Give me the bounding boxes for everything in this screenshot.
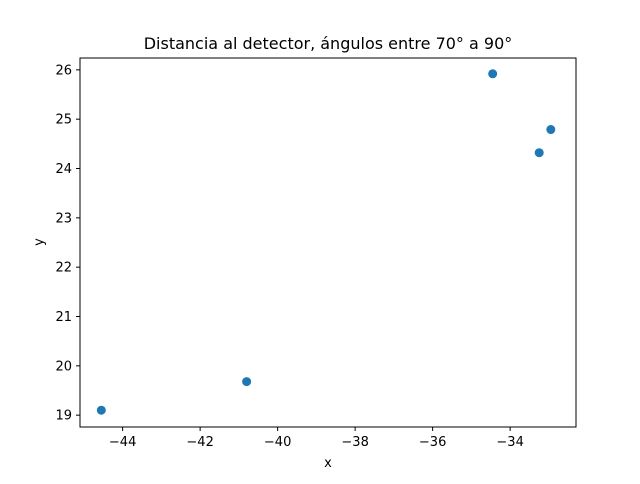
scatter-point [534,148,544,158]
x-tick-label: −34 [496,435,523,450]
x-tick-label: −42 [186,435,213,450]
x-tick-label: −38 [341,435,368,450]
y-tick-label: 20 [55,359,72,374]
plot-area-frame [79,57,577,428]
scatter-point [488,69,498,79]
y-tick-label: 19 [55,409,72,424]
y-tick-label: 24 [55,162,72,177]
y-tick-label: 25 [55,113,72,128]
y-axis-label: y [32,238,47,246]
y-tick-label: 23 [55,211,72,226]
axes [79,57,577,428]
y-tick-label: 26 [55,63,72,78]
x-axis-ticks: −44 −42 −40 −38 −36 −34 [109,427,524,450]
x-tick-label: −40 [264,435,291,450]
x-axis-label: x [324,456,332,471]
x-tick-label: −36 [419,435,446,450]
chart-title: Distancia al detector, ángulos entre 70°… [144,34,513,53]
scatter-point [546,125,556,135]
scatter-point [96,405,106,415]
y-tick-label: 21 [55,310,72,325]
data-points [96,69,556,415]
y-axis-ticks: 19 20 21 22 23 24 25 26 [55,63,80,424]
x-tick-label: −44 [109,435,136,450]
scatter-point [242,377,252,387]
y-tick-label: 22 [55,261,72,276]
